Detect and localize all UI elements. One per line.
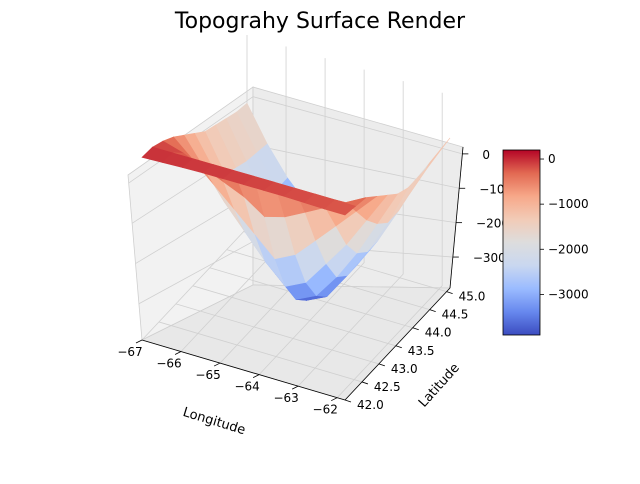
y-tick-label: 44.5: [442, 308, 469, 322]
chart-title: Topograhy Surface Render: [174, 9, 466, 34]
y-tick: [429, 309, 436, 313]
x-tick-label: −65: [195, 368, 220, 382]
x-tick-label: −66: [156, 357, 181, 371]
x-tick: [174, 351, 182, 355]
y-axis-line: [344, 287, 451, 401]
x-tick-label: −67: [117, 345, 142, 359]
colorbar: 0 −1000 −2000 −3000: [502, 149, 589, 336]
surface: [141, 102, 451, 301]
grid-line-y: [192, 285, 396, 347]
x-tick: [213, 362, 221, 367]
y-tick-label: 42.5: [374, 380, 401, 394]
y-axis-label: Latitude: [416, 361, 463, 411]
surface-patch: [324, 199, 357, 216]
x-tick: [291, 385, 299, 390]
y-tick: [361, 381, 369, 385]
x-tick: [331, 397, 338, 402]
y-tick: [395, 345, 402, 349]
y-tick-label: 43.5: [408, 344, 435, 358]
y-tick: [378, 363, 385, 367]
x-axis-label: Longitude: [181, 405, 247, 438]
y-tick-label: 45.0: [459, 290, 486, 304]
x-tick: [135, 339, 143, 344]
grid-line-y: [175, 303, 379, 365]
colorbar-tick-label: −2000: [548, 242, 589, 256]
colorbar-tick-label: −3000: [548, 287, 589, 301]
grid-line-x: [258, 69, 365, 375]
grid-line-y: [158, 321, 363, 383]
y-tick-label: 44.0: [425, 326, 452, 340]
z-axis-line: [449, 146, 464, 289]
grid-line-x: [336, 92, 443, 398]
y-tick: [344, 399, 352, 403]
x-tick-label: −64: [234, 380, 259, 394]
colorbar-tick-label: −1000: [548, 197, 589, 211]
x-axis-line: [141, 339, 346, 401]
y-tick: [412, 327, 419, 331]
y-tick-label: 42.0: [357, 398, 384, 412]
y-tick-label: 43.0: [391, 362, 418, 376]
colorbar-gradient: [502, 149, 541, 336]
x-tick: [252, 374, 260, 378]
x-tick-label: −62: [313, 403, 338, 417]
y-tick: [446, 291, 453, 294]
grid-line-x: [297, 81, 404, 387]
z-tick-label: 0: [482, 148, 490, 162]
colorbar-tick-label: 0: [548, 152, 556, 166]
x-tick-label: −63: [273, 391, 298, 405]
